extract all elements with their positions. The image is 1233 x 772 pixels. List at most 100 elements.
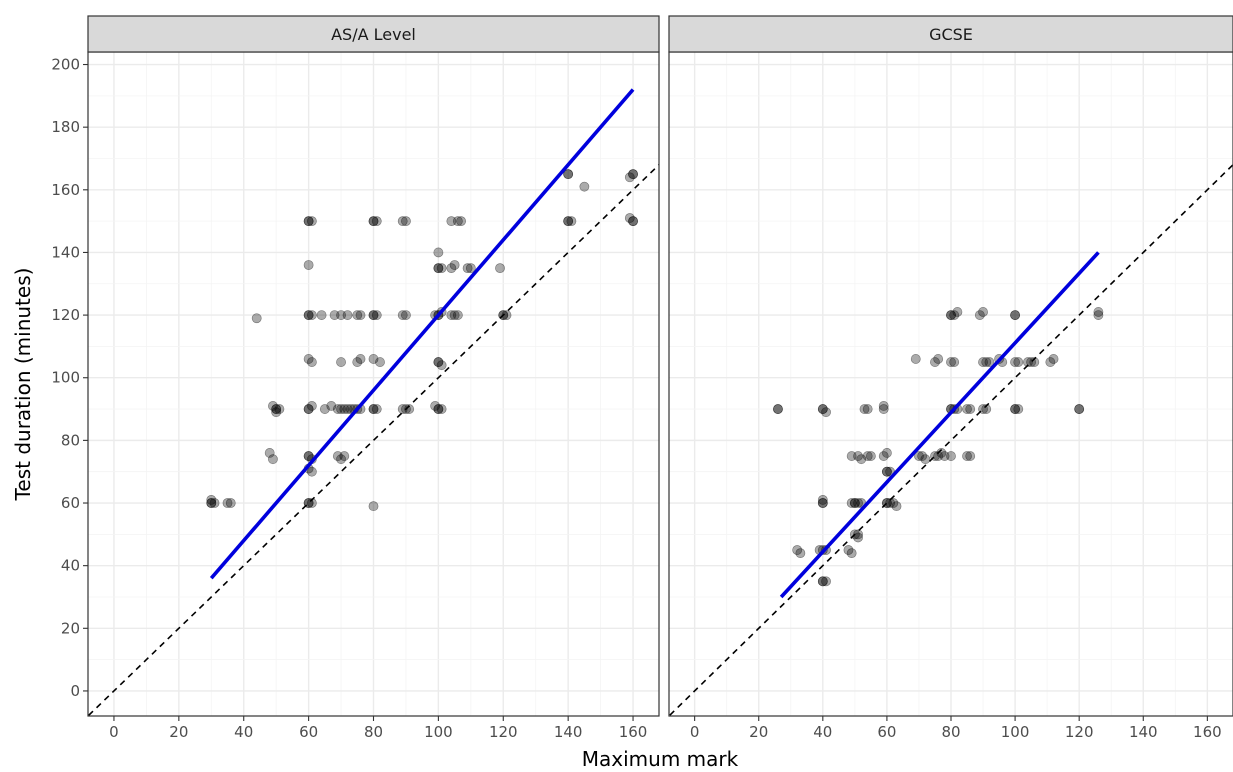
data-point xyxy=(397,404,408,414)
y-tick-label: 100 xyxy=(51,369,80,387)
data-point xyxy=(206,498,217,508)
gridlines xyxy=(669,52,1233,716)
data-point xyxy=(853,529,863,540)
data-point xyxy=(452,310,463,320)
y-tick-label: 120 xyxy=(51,306,80,324)
data-point xyxy=(1010,357,1020,367)
data-point xyxy=(342,404,353,414)
data-point xyxy=(306,466,317,477)
y-tick-label: 140 xyxy=(51,243,80,261)
data-point xyxy=(225,498,236,508)
y-axis: 0 20 40 60 80 100 120 140 160 180 200 xyxy=(51,56,88,700)
data-point xyxy=(371,216,382,227)
data-point xyxy=(773,404,783,414)
data-point xyxy=(882,498,892,508)
data-point xyxy=(446,216,457,227)
data-point xyxy=(1093,307,1104,317)
data-point xyxy=(209,498,220,508)
data-point xyxy=(352,357,363,367)
data-point xyxy=(773,404,783,414)
data-point xyxy=(817,498,828,508)
data-point xyxy=(303,404,314,414)
data-point xyxy=(933,354,944,364)
data-point xyxy=(303,498,314,508)
data-point xyxy=(274,404,285,414)
strip-title: AS/A Level xyxy=(331,25,416,44)
data-point xyxy=(368,354,379,364)
data-point xyxy=(401,404,411,414)
data-point xyxy=(882,466,892,477)
y-axis-title: Test duration (minutes) xyxy=(11,268,35,502)
data-point xyxy=(271,404,282,414)
data-point xyxy=(628,216,638,227)
data-point xyxy=(846,451,857,461)
data-point xyxy=(371,310,382,320)
data-point xyxy=(846,548,857,559)
data-point xyxy=(465,263,476,274)
data-point xyxy=(1013,357,1024,367)
x-tick-label: 40 xyxy=(234,723,253,741)
data-point xyxy=(368,404,379,414)
data-point xyxy=(1013,404,1024,414)
data-point xyxy=(978,404,988,414)
data-point xyxy=(446,310,457,320)
x-tick-label: 160 xyxy=(1193,723,1222,741)
data-point xyxy=(628,169,638,180)
data-point xyxy=(965,404,976,414)
x-tick-label: 100 xyxy=(1001,723,1030,741)
data-point xyxy=(303,310,314,320)
x-tick-label: 60 xyxy=(877,723,896,741)
x-tick-label: 80 xyxy=(364,723,383,741)
gridlines xyxy=(88,52,659,716)
data-point xyxy=(579,181,590,192)
y-tick-label: 60 xyxy=(61,494,80,512)
data-point xyxy=(303,498,314,508)
data-point xyxy=(306,310,317,320)
data-point xyxy=(401,310,411,320)
data-point xyxy=(817,576,828,587)
data-point xyxy=(1010,310,1020,320)
y-tick-label: 180 xyxy=(51,118,80,136)
data-point xyxy=(817,498,828,508)
data-point xyxy=(342,310,353,320)
data-point xyxy=(563,169,574,180)
data-point xyxy=(251,313,262,324)
data-point xyxy=(624,213,635,223)
data-point xyxy=(946,310,956,320)
x-axis: 0 20 40 60 80 100 120 140 160 xyxy=(690,716,1222,741)
data-point xyxy=(397,310,408,320)
data-point xyxy=(368,216,379,227)
data-point xyxy=(433,247,444,258)
data-point xyxy=(878,404,889,414)
data-point xyxy=(795,548,806,559)
data-point xyxy=(1010,404,1020,414)
data-point xyxy=(303,354,314,364)
data-point xyxy=(817,404,828,414)
data-point xyxy=(336,357,346,367)
data-point xyxy=(853,532,863,543)
data-point xyxy=(1010,404,1020,414)
data-point xyxy=(1029,357,1040,367)
x-tick-label: 0 xyxy=(690,723,700,741)
data-point xyxy=(974,310,985,320)
y-tick-label: 200 xyxy=(51,56,80,74)
data-point xyxy=(821,576,831,587)
data-point xyxy=(268,401,278,411)
data-point xyxy=(368,501,379,512)
data-point xyxy=(329,310,340,320)
data-point xyxy=(319,404,330,414)
strip-background xyxy=(87,15,660,53)
data-point xyxy=(433,263,444,274)
data-point xyxy=(336,454,346,465)
data-point xyxy=(368,310,379,320)
data-point xyxy=(303,451,314,461)
data-point xyxy=(888,498,899,508)
data-point xyxy=(949,310,960,320)
fit-line xyxy=(209,88,635,580)
data-point xyxy=(984,357,995,367)
data-point xyxy=(862,451,873,461)
fit-line xyxy=(209,88,635,580)
x-tick-label: 20 xyxy=(749,723,768,741)
data-point xyxy=(849,529,860,540)
data-point xyxy=(1023,357,1033,367)
